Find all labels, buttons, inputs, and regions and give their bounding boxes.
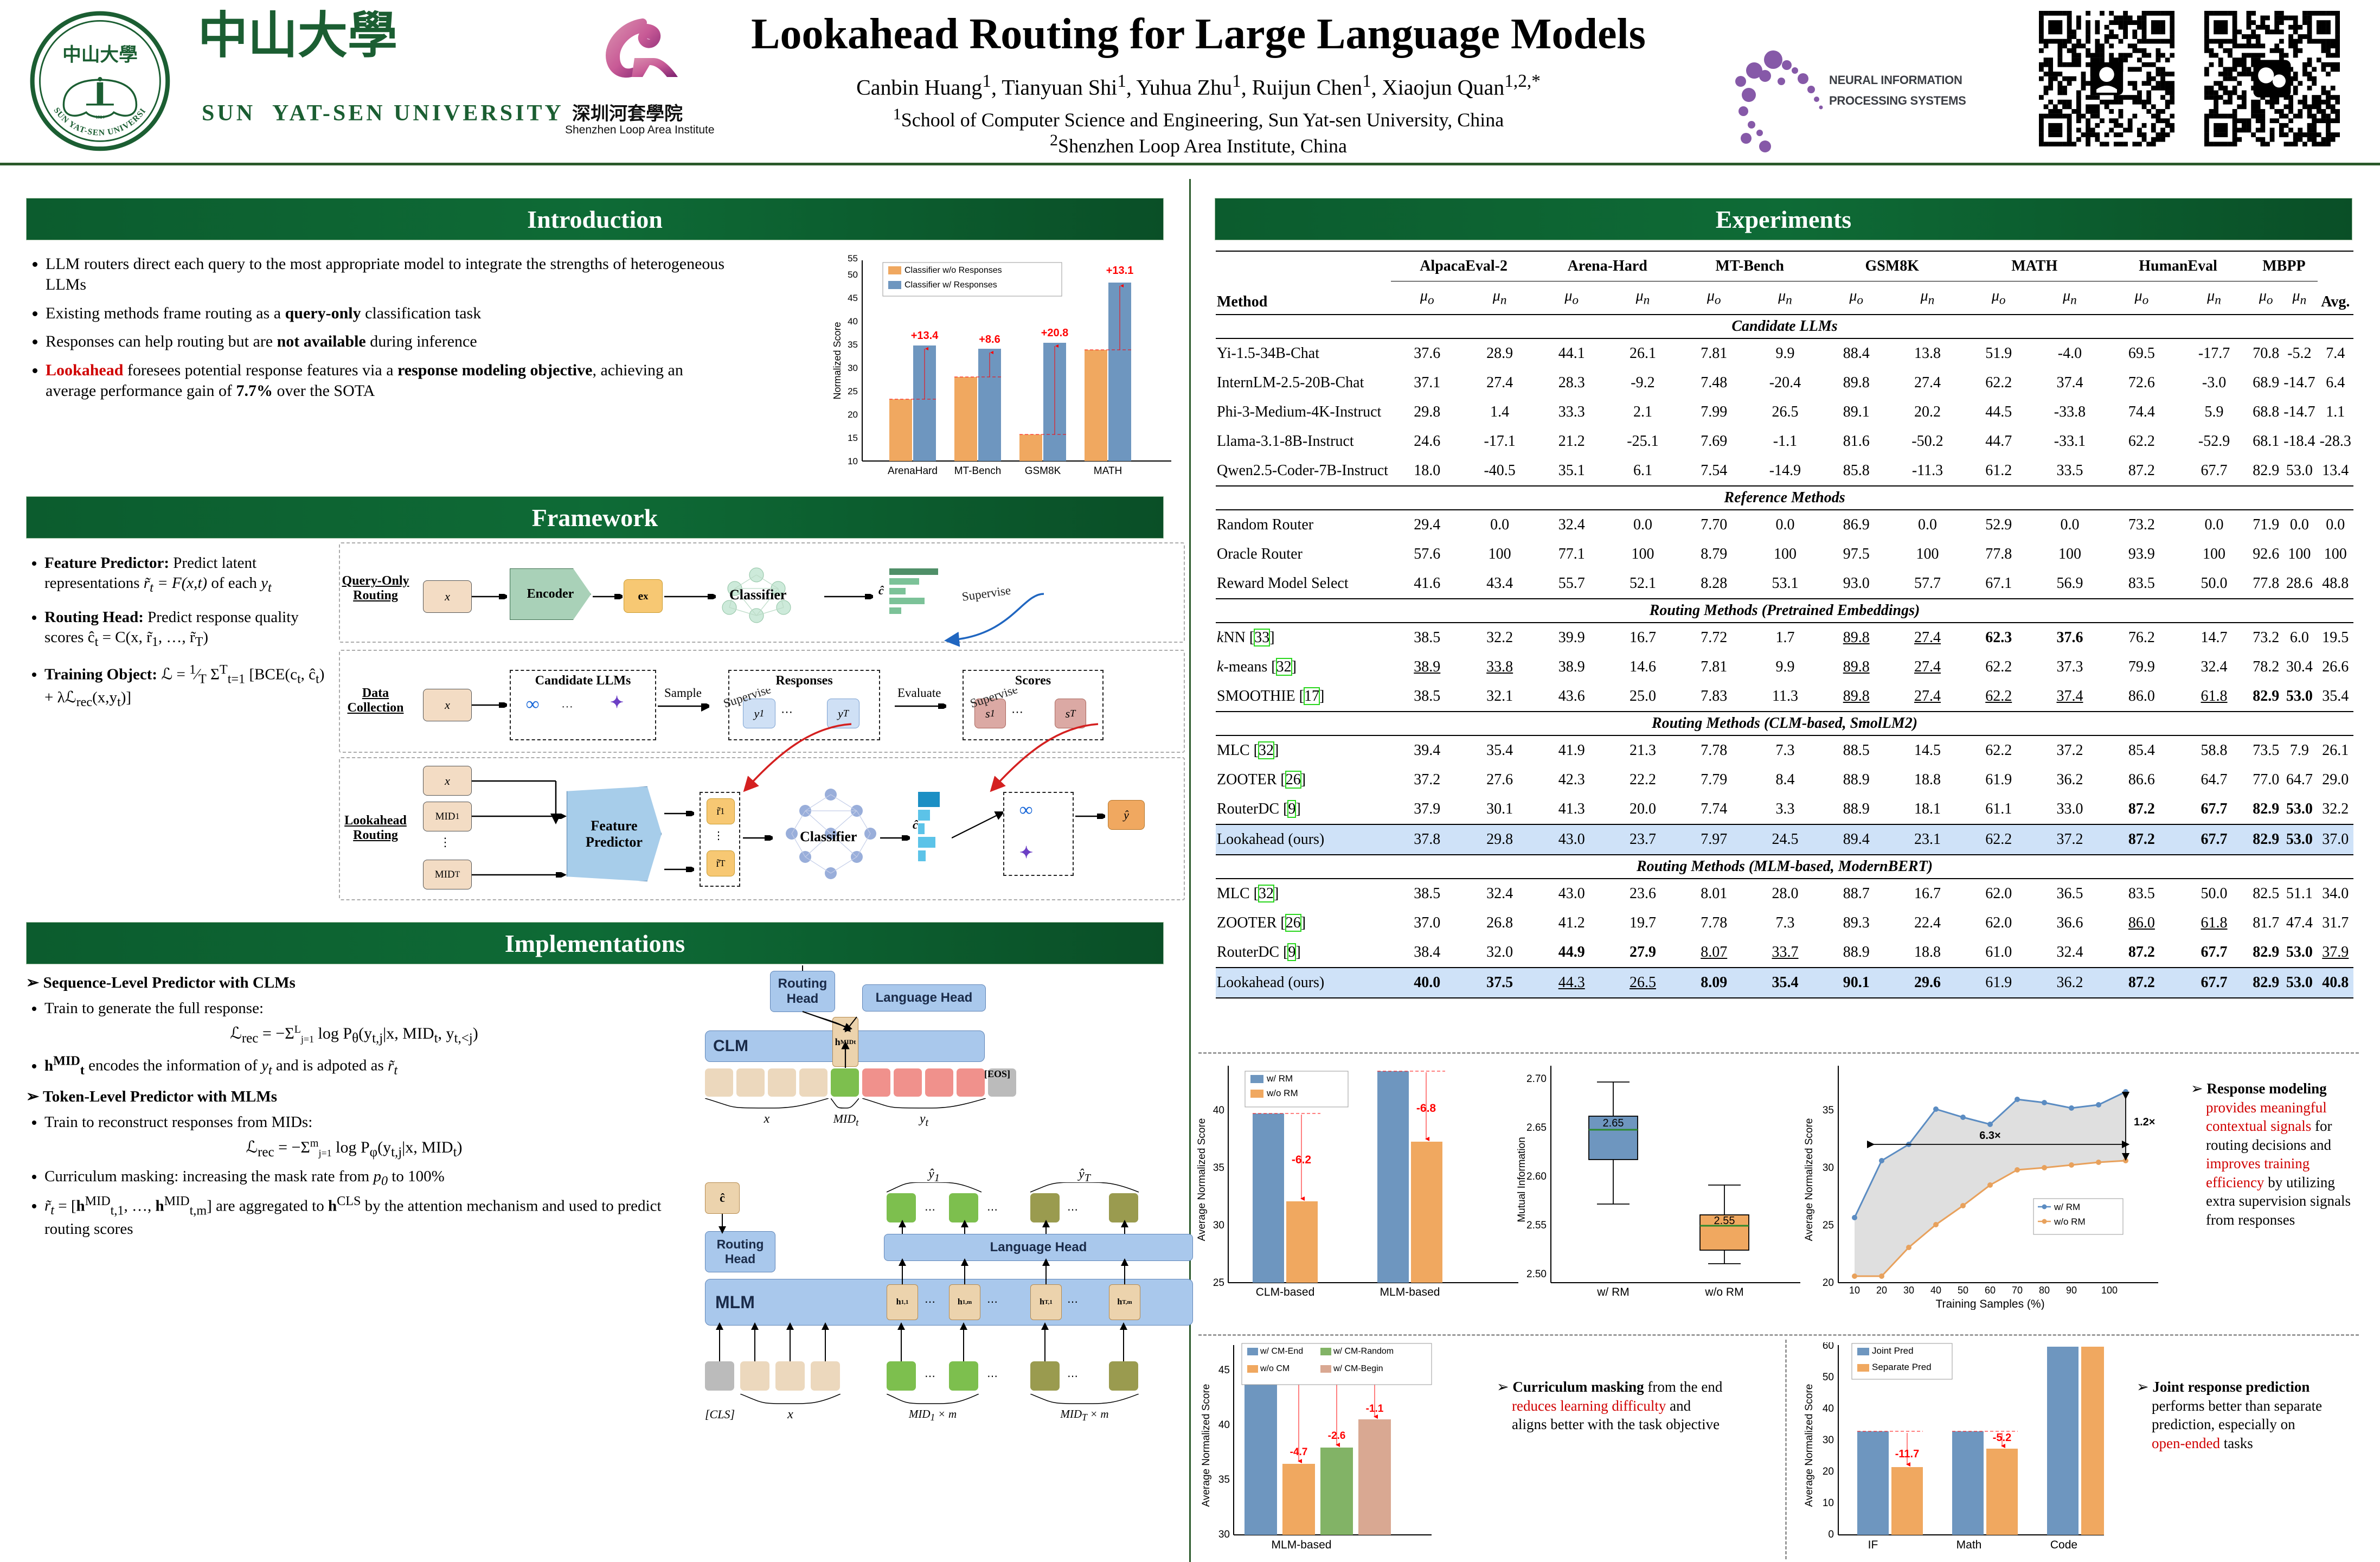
svg-text:Average Normalized Score: Average Normalized Score (1201, 1384, 1212, 1507)
svg-text:PROCESSING SYSTEMS: PROCESSING SYSTEMS (1829, 94, 1966, 107)
svg-text:Joint Pred: Joint Pred (1872, 1346, 1914, 1356)
svg-text:-1.1: -1.1 (1366, 1403, 1384, 1414)
svg-text:25: 25 (1823, 1220, 1834, 1231)
svg-text:Training Samples (%): Training Samples (%) (1935, 1298, 2044, 1310)
svg-text:30: 30 (1903, 1285, 1914, 1296)
svg-text:ArenaHard: ArenaHard (888, 465, 938, 477)
svg-text:25: 25 (1213, 1277, 1224, 1289)
svg-text:w/ RM: w/ RM (1596, 1286, 1630, 1298)
svg-text:30: 30 (1823, 1435, 1834, 1446)
svg-text:w/o RM: w/o RM (1704, 1286, 1743, 1298)
svg-text:Average Normalized Score: Average Normalized Score (1804, 1384, 1815, 1507)
svg-text:-11.7: -11.7 (1895, 1448, 1919, 1460)
svg-text:10: 10 (1849, 1285, 1860, 1296)
svg-text:35: 35 (1218, 1474, 1230, 1486)
svg-text:IF: IF (1868, 1539, 1878, 1551)
svg-text:10: 10 (1823, 1497, 1834, 1509)
svg-text:40: 40 (1823, 1403, 1834, 1414)
svg-text:100: 100 (2101, 1285, 2118, 1296)
svg-text:0: 0 (1828, 1529, 1834, 1540)
svg-text:30: 30 (1213, 1220, 1224, 1231)
svg-text:GSM8K: GSM8K (1025, 465, 1061, 477)
svg-text:w/ RM: w/ RM (2054, 1202, 2080, 1212)
svg-text:20: 20 (848, 409, 858, 420)
svg-text:40: 40 (1930, 1285, 1941, 1296)
svg-text:30: 30 (1218, 1529, 1230, 1540)
svg-text:10: 10 (848, 456, 858, 466)
svg-text:40: 40 (848, 316, 858, 327)
svg-text:ĉ: ĉ (878, 584, 884, 597)
svg-text:50: 50 (1958, 1285, 1968, 1296)
svg-text:Normalized Score: Normalized Score (832, 322, 843, 399)
svg-text:Supervise: Supervise (968, 689, 1019, 710)
svg-text:20: 20 (1823, 1466, 1834, 1477)
svg-text:Average Normalized Score: Average Normalized Score (1196, 1118, 1208, 1241)
svg-text:MLM-based: MLM-based (1272, 1539, 1332, 1551)
svg-text:40: 40 (1213, 1105, 1224, 1116)
svg-text:-2.6: -2.6 (1328, 1430, 1346, 1442)
svg-text:2.65: 2.65 (1603, 1117, 1624, 1129)
svg-text:2.65: 2.65 (1526, 1122, 1547, 1134)
svg-text:MT-Bench: MT-Bench (954, 465, 1002, 477)
svg-text:35: 35 (1213, 1162, 1224, 1174)
svg-text:40: 40 (1218, 1419, 1230, 1431)
svg-text:+13.1: +13.1 (1106, 265, 1134, 277)
svg-text:6.3×: 6.3× (1979, 1130, 2000, 1142)
svg-text:-6.2: -6.2 (1292, 1154, 1311, 1166)
svg-text:80: 80 (2039, 1285, 2050, 1296)
svg-text:20: 20 (1876, 1285, 1887, 1296)
svg-text:Classifier w/ Responses: Classifier w/ Responses (904, 280, 997, 290)
svg-text:中山大學: 中山大學 (62, 44, 138, 65)
svg-text:w/ CM-Random: w/ CM-Random (1333, 1347, 1394, 1356)
svg-text:90: 90 (2066, 1285, 2077, 1296)
svg-text:2.60: 2.60 (1526, 1171, 1547, 1182)
svg-text:1.2×: 1.2× (2134, 1116, 2155, 1128)
svg-text:45: 45 (848, 293, 858, 303)
svg-text:70: 70 (2012, 1285, 2023, 1296)
svg-text:+20.8: +20.8 (1041, 327, 1069, 339)
svg-text:w/o RM: w/o RM (2054, 1217, 2086, 1227)
svg-text:Separate Pred: Separate Pred (1872, 1362, 1932, 1372)
svg-text:Supervise: Supervise (722, 689, 773, 710)
svg-text:w/ CM-End: w/ CM-End (1260, 1347, 1303, 1356)
svg-text:60: 60 (1985, 1285, 1996, 1296)
svg-text:60: 60 (1823, 1342, 1834, 1352)
svg-text:Math: Math (1956, 1539, 1982, 1551)
svg-text:Average Normalized Score: Average Normalized Score (1804, 1118, 1815, 1241)
svg-text:45: 45 (1218, 1365, 1230, 1376)
svg-text:Mutual Information: Mutual Information (1516, 1137, 1528, 1222)
svg-text:1924: 1924 (95, 115, 104, 120)
svg-text:35: 35 (1823, 1105, 1834, 1116)
svg-text:CLM-based: CLM-based (1256, 1286, 1315, 1298)
svg-text:2.70: 2.70 (1526, 1073, 1547, 1085)
svg-text:w/ CM-Begin: w/ CM-Begin (1333, 1364, 1383, 1373)
svg-text:20: 20 (1823, 1277, 1834, 1289)
svg-text:Code: Code (2050, 1539, 2077, 1551)
svg-text:30: 30 (848, 363, 858, 373)
svg-text:55: 55 (848, 253, 858, 264)
svg-text:Supervise: Supervise (961, 586, 1011, 604)
svg-text:NEURAL INFORMATION: NEURAL INFORMATION (1829, 73, 1962, 87)
svg-text:Classifier w/o Responses: Classifier w/o Responses (904, 266, 1002, 275)
svg-text:-6.8: -6.8 (1416, 1102, 1436, 1115)
svg-text:-4.7: -4.7 (1290, 1446, 1308, 1458)
svg-text:50: 50 (848, 270, 858, 280)
svg-text:MATH: MATH (1094, 465, 1122, 477)
svg-text:25: 25 (848, 386, 858, 396)
svg-text:MLM-based: MLM-based (1380, 1286, 1440, 1298)
svg-text:30: 30 (1823, 1162, 1834, 1174)
svg-text:2.55: 2.55 (1526, 1220, 1547, 1231)
svg-text:ĉ: ĉ (913, 818, 919, 831)
svg-text:w/o RM: w/o RM (1266, 1088, 1298, 1098)
svg-text:-5.2: -5.2 (1993, 1432, 2011, 1444)
svg-text:50: 50 (1823, 1372, 1834, 1383)
svg-text:2.55: 2.55 (1714, 1215, 1735, 1227)
svg-text:+13.4: +13.4 (911, 330, 939, 342)
svg-text:15: 15 (848, 433, 858, 443)
svg-text:+8.6: +8.6 (979, 334, 1000, 345)
svg-text:w/ RM: w/ RM (1266, 1073, 1293, 1084)
svg-text:2.50: 2.50 (1526, 1269, 1547, 1280)
svg-text:35: 35 (848, 340, 858, 350)
svg-text:w/o CM: w/o CM (1260, 1364, 1290, 1373)
